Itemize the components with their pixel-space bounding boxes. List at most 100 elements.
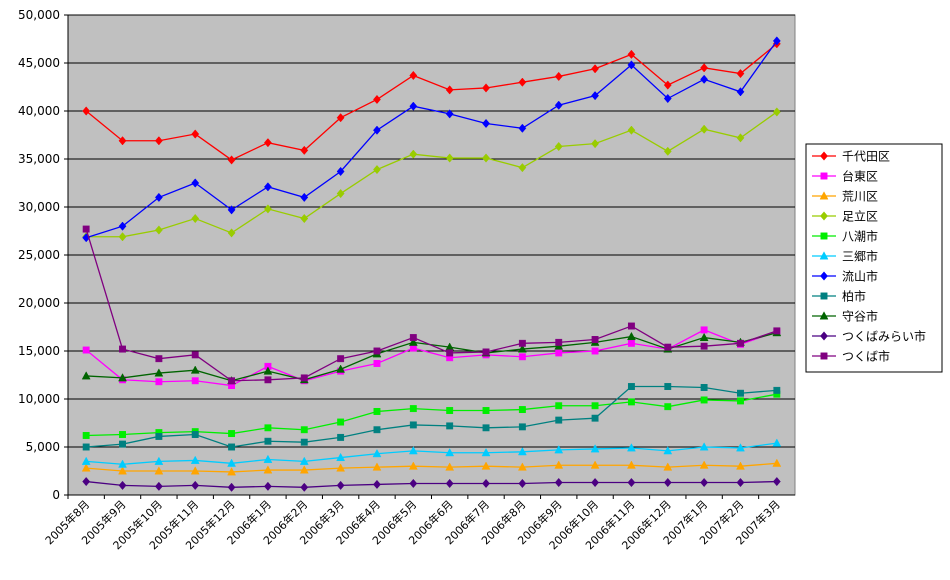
data-point	[155, 432, 163, 440]
legend-item: 守谷市	[812, 309, 878, 324]
legend-item: 台東区	[812, 169, 878, 184]
data-point	[482, 424, 490, 432]
y-tick-label: 25,000	[18, 248, 60, 262]
data-point	[736, 443, 745, 452]
data-point	[664, 403, 672, 411]
data-point	[518, 478, 527, 489]
data-point	[300, 482, 309, 492]
data-point	[446, 407, 454, 414]
data-point	[554, 477, 563, 488]
data-point	[518, 423, 526, 431]
data-point	[227, 155, 236, 165]
y-tick-label: 10,000	[18, 392, 60, 406]
series-6	[82, 36, 781, 243]
data-point	[627, 60, 636, 70]
data-point	[409, 344, 417, 352]
legend-label: 三郷市	[842, 249, 878, 264]
legend-label: 八潮市	[842, 229, 878, 244]
data-point	[518, 123, 527, 133]
data-point	[228, 377, 236, 385]
data-point	[736, 477, 745, 488]
data-point	[554, 100, 563, 110]
data-point	[591, 402, 599, 410]
data-point	[227, 467, 236, 476]
data-point	[191, 431, 199, 438]
legend-item: 千代田区	[812, 150, 890, 164]
data-point	[555, 402, 563, 410]
data-point	[118, 373, 127, 382]
y-tick-label: 50,000	[18, 8, 60, 22]
data-point	[228, 430, 236, 438]
data-point	[482, 83, 490, 93]
data-point	[154, 368, 164, 377]
data-point	[517, 344, 527, 353]
data-point	[408, 461, 418, 470]
data-point	[263, 454, 273, 463]
data-point	[118, 221, 127, 231]
data-point	[190, 365, 200, 374]
y-tick-label: 0	[52, 488, 60, 502]
data-point	[700, 384, 708, 391]
data-point	[82, 443, 90, 451]
data-point	[700, 396, 708, 404]
data-point	[699, 442, 709, 451]
legend-label: 守谷市	[842, 309, 878, 324]
data-point	[772, 36, 781, 46]
series-5	[81, 438, 782, 468]
data-point	[191, 213, 200, 224]
data-point	[82, 476, 91, 487]
y-tick-label: 5,000	[26, 440, 60, 454]
data-point	[263, 481, 272, 491]
legend-marker	[819, 191, 829, 200]
data-point	[154, 456, 164, 465]
legend-marker	[820, 172, 828, 180]
data-point	[554, 445, 564, 454]
y-tick-label: 40,000	[18, 104, 60, 118]
data-point	[736, 133, 745, 143]
data-point	[82, 106, 91, 116]
legend-item: つくば市	[812, 349, 890, 364]
data-point	[373, 408, 381, 415]
data-point	[408, 446, 418, 455]
data-point	[772, 438, 782, 447]
data-point	[118, 136, 127, 146]
data-point	[482, 118, 490, 129]
y-tick-label: 20,000	[18, 296, 60, 310]
data-point	[627, 339, 635, 347]
legend-marker	[819, 251, 829, 260]
data-point	[119, 431, 126, 438]
data-point	[372, 448, 382, 458]
data-point	[736, 461, 745, 470]
data-point	[737, 389, 744, 397]
series-line	[86, 393, 777, 437]
data-point	[81, 456, 91, 465]
data-point	[373, 360, 381, 367]
series-line	[86, 442, 777, 465]
data-point	[700, 342, 708, 350]
data-point	[773, 327, 781, 335]
data-point	[481, 448, 491, 457]
data-point	[264, 437, 272, 445]
series-line	[85, 228, 778, 382]
data-point	[336, 452, 346, 462]
data-point	[591, 347, 599, 355]
data-point	[336, 188, 345, 199]
series-0	[82, 39, 781, 165]
data-point	[772, 458, 782, 467]
data-point	[191, 480, 200, 490]
series-9	[82, 476, 781, 492]
data-point	[445, 448, 455, 457]
data-point	[736, 87, 745, 97]
series-7	[82, 383, 781, 451]
y-tick-label: 45,000	[18, 56, 60, 70]
legend-item: 柏市	[812, 289, 866, 304]
data-point	[627, 477, 636, 488]
legend-marker	[820, 211, 828, 221]
series-10	[82, 225, 781, 385]
data-point	[664, 343, 672, 351]
data-point	[154, 136, 163, 146]
data-point	[263, 182, 272, 192]
